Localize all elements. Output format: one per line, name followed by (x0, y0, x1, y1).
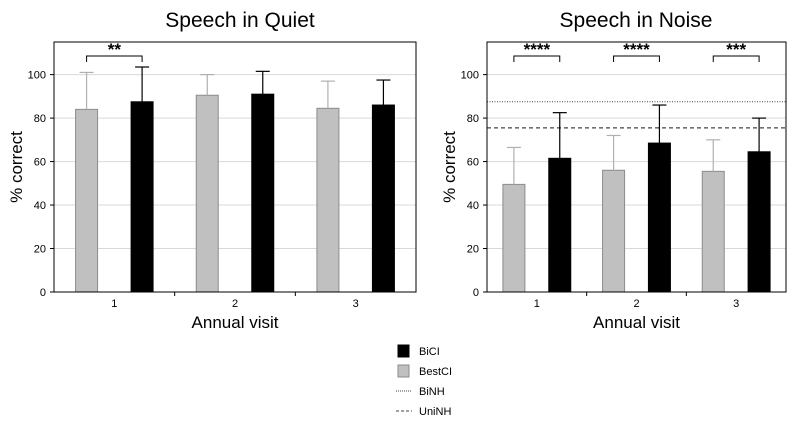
x-tick-label: 2 (232, 298, 238, 310)
bar-bici-visit-1 (548, 157, 572, 293)
chart-panel-1: 0 20 40 60 80 100 1 2 3 ** Speech in Quiet Annual v… (7, 9, 417, 332)
legend: BiCI BestCI BiNH UniNH (396, 344, 452, 418)
y-tick-label: 40 (34, 200, 46, 212)
legend-label-binh: BiNH (419, 386, 445, 398)
legend-label-bici: BiCI (419, 346, 440, 358)
bar-bestci-visit-2 (602, 169, 626, 293)
plot-frame (486, 41, 787, 293)
significance-bracket-visit-1 (513, 55, 561, 62)
bar-bici-visit-3 (747, 151, 771, 293)
y-tick-label: 80 (34, 113, 46, 125)
bar-bestci-visit-2 (195, 94, 219, 293)
significance-label: *** (726, 40, 746, 59)
legend-label-uninh: UniNH (419, 406, 451, 418)
y-tick-label: 40 (467, 200, 479, 212)
bar-bestci-visit-1 (502, 183, 526, 293)
x-tick-label: 3 (733, 298, 739, 310)
x-tick-label: 1 (111, 298, 117, 310)
significance-label: **** (524, 40, 551, 59)
x-tick-label: 3 (353, 298, 359, 310)
y-tick-label: 0 (40, 287, 46, 299)
significance-bracket-visit-3 (712, 55, 760, 62)
legend-swatch-bestci (397, 364, 410, 378)
y-axis-label: % correct (7, 131, 26, 203)
y-tick-label: 20 (34, 244, 46, 256)
bar-bici-visit-1 (130, 101, 154, 293)
significance-label: ** (108, 40, 122, 59)
y-axis-label: % correct (440, 131, 459, 203)
chart-title: Speech in Noise (560, 9, 713, 32)
legend-label-bestci: BestCI (419, 366, 452, 378)
x-tick-label: 2 (633, 298, 639, 310)
y-tick-label: 100 (461, 70, 479, 82)
y-tick-label: 100 (28, 70, 46, 82)
significance-label: **** (623, 40, 650, 59)
x-axis-label: Annual visit (192, 313, 279, 332)
bar-bestci-visit-3 (316, 107, 340, 293)
y-tick-label: 0 (473, 287, 479, 299)
significance-bracket-visit-1 (86, 55, 143, 62)
chart-title: Speech in Quiet (165, 9, 315, 32)
bar-bici-visit-2 (647, 142, 671, 293)
y-tick-label: 20 (467, 244, 479, 256)
bar-bestci-visit-3 (701, 170, 725, 293)
plot-frame (53, 41, 417, 293)
x-tick-label: 1 (534, 298, 540, 310)
bar-bestci-visit-1 (75, 108, 99, 293)
significance-bracket-visit-2 (613, 55, 660, 62)
y-tick-label: 60 (467, 157, 479, 169)
y-tick-label: 60 (34, 157, 46, 169)
bar-bici-visit-2 (251, 93, 275, 293)
x-axis-label: Annual visit (593, 313, 680, 332)
y-tick-label: 80 (467, 113, 479, 125)
bar-bici-visit-3 (371, 104, 395, 293)
legend-swatch-bici (397, 344, 410, 358)
